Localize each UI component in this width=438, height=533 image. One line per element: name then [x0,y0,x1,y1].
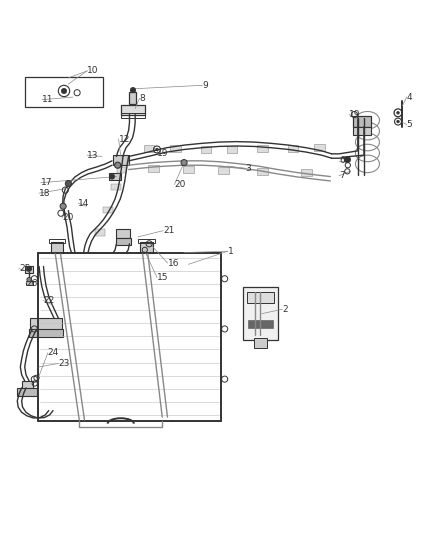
Bar [103,206,113,213]
Bar [138,239,155,243]
Text: 26: 26 [26,279,37,288]
Text: 4: 4 [407,93,412,102]
Text: 13: 13 [87,151,99,160]
Circle shape [65,181,71,187]
Text: 10: 10 [87,67,99,75]
Text: 7: 7 [339,171,345,180]
Bar [227,146,237,152]
Bar [30,318,62,330]
Bar [111,184,120,190]
Bar [201,146,211,152]
Text: 14: 14 [78,199,90,208]
Text: 16: 16 [167,259,179,268]
Text: 2: 2 [283,305,288,314]
Circle shape [27,277,31,282]
Text: 5: 5 [407,120,413,129]
Text: 18: 18 [39,189,51,198]
Bar [25,77,103,107]
Text: 17: 17 [41,178,53,187]
Bar [243,287,278,340]
Text: 24: 24 [48,349,59,358]
Bar [25,281,32,285]
Bar [109,173,121,181]
Circle shape [155,148,158,151]
Bar [258,168,268,175]
Polygon shape [254,338,267,348]
Bar [117,167,127,173]
Bar [148,165,159,172]
Text: 15: 15 [157,273,169,282]
Bar [141,241,152,253]
Circle shape [397,120,399,123]
Text: 20: 20 [63,213,74,222]
Bar [121,105,145,115]
Bar [353,116,371,127]
Bar [95,229,105,236]
Text: 20: 20 [174,180,186,189]
Text: 25: 25 [19,264,30,273]
Bar [21,381,32,390]
Bar [144,145,154,152]
Text: 22: 22 [43,296,55,305]
Circle shape [115,162,121,168]
Text: 6: 6 [339,156,345,165]
Bar [258,146,268,152]
Text: 8: 8 [140,94,145,103]
Text: 11: 11 [42,95,54,104]
Circle shape [181,159,187,166]
Text: 19: 19 [349,110,360,119]
Circle shape [397,111,399,114]
Bar [247,292,274,303]
Bar [314,144,325,151]
Text: 23: 23 [58,359,70,368]
Bar [301,169,311,176]
Bar [288,145,298,152]
Circle shape [131,87,136,93]
Text: 3: 3 [245,164,251,173]
Text: 19: 19 [157,149,169,158]
Bar [51,241,63,253]
Bar [218,167,229,174]
Bar [130,92,137,104]
Circle shape [344,157,350,163]
Bar [49,239,65,243]
Circle shape [26,266,32,271]
Bar [353,127,371,135]
Text: 9: 9 [202,81,208,90]
Bar [183,166,194,173]
Circle shape [60,203,66,209]
Text: 12: 12 [119,134,130,143]
Bar [248,320,273,328]
Circle shape [110,174,115,179]
Bar [29,329,63,337]
Text: 21: 21 [163,226,174,235]
Bar [116,238,131,245]
Circle shape [61,88,67,94]
Bar [113,155,129,165]
Text: 1: 1 [228,247,233,256]
Bar [17,388,37,395]
Bar [25,265,33,272]
Bar [170,146,180,152]
Bar [121,113,145,118]
Bar [117,229,131,238]
